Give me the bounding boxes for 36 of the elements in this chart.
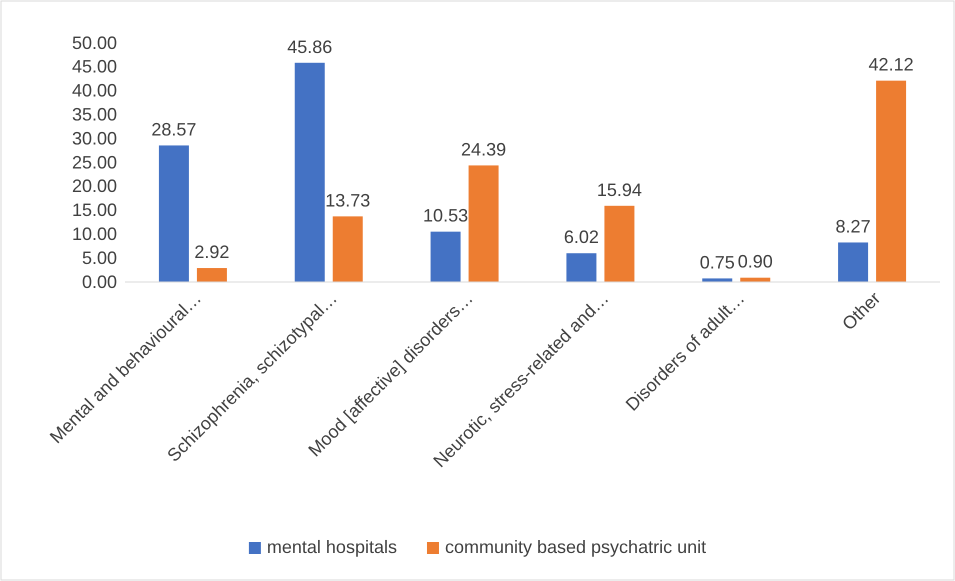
data-label: 24.39 bbox=[461, 139, 506, 160]
bar bbox=[294, 62, 325, 282]
data-label: 42.12 bbox=[868, 54, 914, 75]
data-label: 28.57 bbox=[151, 119, 196, 140]
data-label: 45.86 bbox=[287, 36, 332, 57]
y-tick-label: 50.00 bbox=[72, 32, 117, 53]
bar bbox=[604, 206, 634, 282]
data-label: 0.75 bbox=[700, 252, 735, 272]
bar bbox=[838, 242, 868, 282]
y-tick-label: 35.00 bbox=[72, 104, 117, 124]
data-label: 2.92 bbox=[194, 242, 230, 262]
data-label: 10.53 bbox=[423, 206, 468, 226]
y-tick-label: 10.00 bbox=[72, 224, 117, 244]
y-tick-label: 15.00 bbox=[72, 200, 117, 220]
y-tick-label: 5.00 bbox=[82, 248, 117, 268]
y-tick-label: 45.00 bbox=[72, 56, 117, 77]
bar bbox=[740, 278, 770, 282]
data-label: 0.90 bbox=[738, 252, 773, 272]
y-tick-label: 25.00 bbox=[72, 152, 117, 172]
bar bbox=[196, 268, 227, 282]
y-tick-label: 0.00 bbox=[82, 272, 117, 292]
bar bbox=[876, 80, 906, 282]
y-tick-label: 20.00 bbox=[72, 176, 117, 196]
legend-label: community based psychatric unit bbox=[444, 536, 706, 557]
bar bbox=[468, 165, 499, 282]
data-label: 8.27 bbox=[836, 216, 871, 236]
bar bbox=[430, 232, 461, 282]
data-label: 13.73 bbox=[325, 190, 370, 210]
bar bbox=[332, 216, 363, 282]
y-tick-label: 40.00 bbox=[72, 80, 117, 101]
data-label: 6.02 bbox=[564, 227, 599, 248]
data-label: 15.94 bbox=[596, 180, 642, 200]
bar bbox=[158, 145, 189, 282]
y-tick-label: 30.00 bbox=[72, 128, 117, 148]
legend-label: mental hospitals bbox=[266, 536, 397, 557]
bar bbox=[566, 253, 596, 282]
